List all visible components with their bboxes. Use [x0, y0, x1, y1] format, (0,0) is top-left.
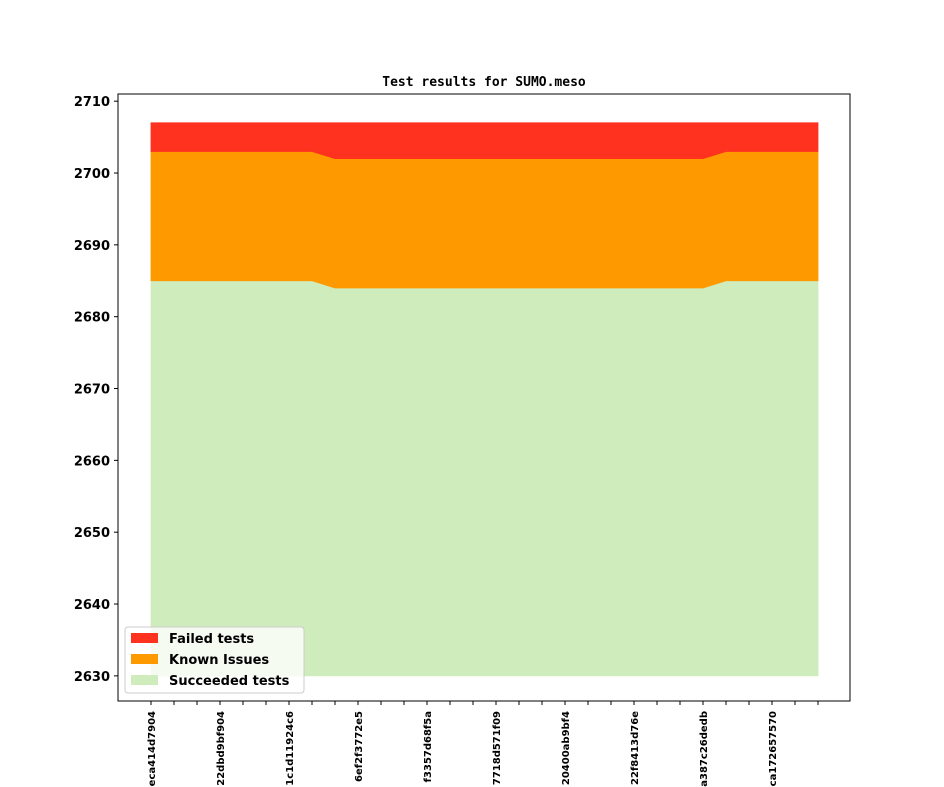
chart-title: Test results for SUMO.meso: [382, 75, 586, 90]
legend-box: [124, 626, 305, 694]
legend-swatch: [131, 675, 158, 685]
legend-swatch: [131, 654, 158, 664]
legend-swatch: [131, 633, 158, 643]
legend-label: Known Issues: [169, 653, 269, 668]
area-failed-tests: [150, 122, 819, 160]
y-tick-label: 2640: [74, 598, 110, 613]
x-tick-label: 6ef2f3772e5: [354, 711, 365, 782]
x-tick-label: a387c26dedb: [699, 711, 710, 787]
y-axis: 2630 2640 2650 2660 2670 2680 2690 2700 2710: [74, 95, 118, 685]
y-tick-label: 2680: [74, 311, 110, 326]
y-tick-label: 2690: [74, 239, 110, 254]
y-tick-label: 2650: [74, 526, 110, 541]
legend-label: Succeeded tests: [169, 674, 290, 689]
legend: Failed tests Known Issues Succeeded tests: [124, 626, 305, 694]
x-axis: eca414d7904 22dbd9bf904 1c1d11924c6 6ef2f37…: [147, 701, 819, 787]
y-tick-label: 2660: [74, 454, 110, 469]
y-tick-label: 2700: [74, 167, 110, 182]
plot-frame: [117, 93, 851, 702]
area-known-issues: [150, 151, 819, 289]
x-tick-label: 7718d571f09: [492, 711, 503, 785]
x-tick-label: eca414d7904: [147, 711, 158, 786]
chart-areas: [150, 122, 819, 677]
x-tick-label: ca172657570: [768, 711, 779, 786]
x-tick-label: f3357d68f5a: [423, 711, 434, 782]
x-tick-label: 22f8413d76e: [630, 711, 641, 785]
area-succeeded-tests: [150, 280, 819, 677]
y-tick-label: 2670: [74, 383, 110, 398]
x-tick-label: 22dbd9bf904: [216, 711, 227, 786]
y-tick-label: 2630: [74, 670, 110, 685]
x-tick-label: 1c1d11924c6: [285, 711, 296, 786]
x-tick-label: 20400ab9bf4: [561, 711, 572, 785]
y-tick-label: 2710: [74, 95, 110, 110]
legend-label: Failed tests: [169, 632, 254, 647]
